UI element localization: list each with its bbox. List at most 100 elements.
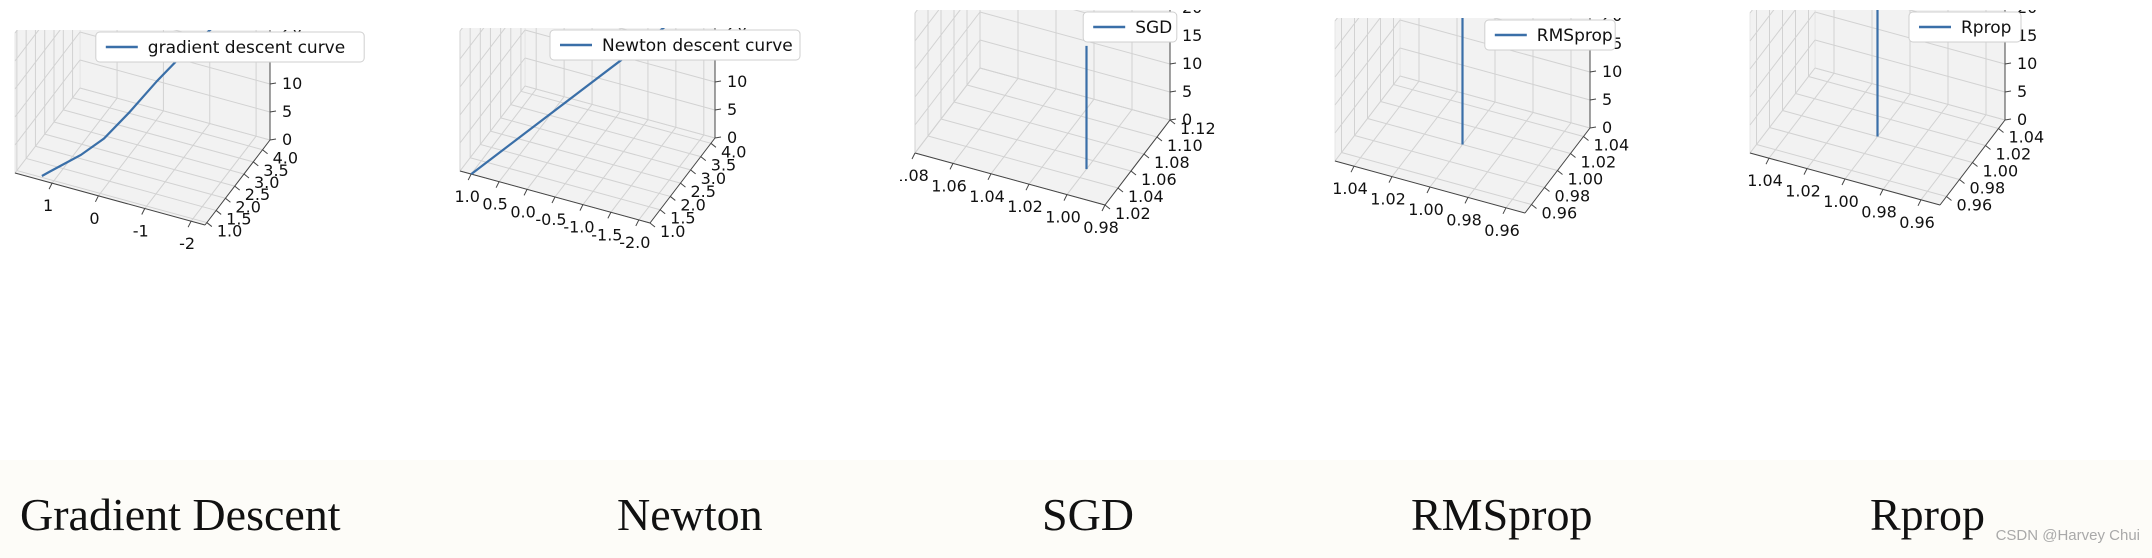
x-tick-label: -0.5 <box>535 210 566 229</box>
x-tick-label: 0.0 <box>510 202 535 221</box>
y-tick-label: 3.0 <box>701 169 726 188</box>
z-tick-label: 0 <box>1602 118 1612 137</box>
chart-4: 05101520250.960.981.001.021.040.960.981.… <box>1747 10 2045 232</box>
y-axis-line <box>1104 119 1171 206</box>
plots-row: 0510152025-2-1011.01.52.02.53.03.54.0gra… <box>14 10 2045 253</box>
y-tick-label: 1.06 <box>1141 170 1177 189</box>
caption-rmsprop: RMSprop <box>1411 489 1593 540</box>
x-tick-label: 1.02 <box>1007 197 1043 216</box>
caption-newton: Newton <box>617 489 763 540</box>
z-tick-label: 20 <box>2017 10 2037 17</box>
x-tick-label: -2 <box>179 234 195 253</box>
x-tick-label: 1.04 <box>1332 179 1368 198</box>
legend-label: Rprop <box>1961 18 2011 38</box>
y-tick-label: 0.98 <box>1970 179 2006 198</box>
z-tick-label: 5 <box>1602 90 1612 109</box>
x-tick-label: 0.98 <box>1446 210 1482 229</box>
x-tick-label: 1.02 <box>1785 182 1821 201</box>
z-tick-label: 0 <box>727 128 737 147</box>
y-tick-label: 2.5 <box>690 182 715 201</box>
y-tick-label: 1.12 <box>1180 119 1216 138</box>
x-tick-label: 0.98 <box>1861 202 1897 221</box>
y-tick-label: 1.02 <box>1996 145 2032 164</box>
y-tick-label: 2.0 <box>680 195 705 214</box>
x-tick-label: 1.00 <box>1823 192 1859 211</box>
z-tick-label: 5 <box>2017 82 2027 101</box>
y-tick-label: 1.00 <box>1983 162 2019 181</box>
x-tick-label: 1.04 <box>969 187 1005 206</box>
x-tick-label: 0.96 <box>1899 213 1935 232</box>
y-tick-label: 4.0 <box>273 149 298 168</box>
x-tick-label: 1 <box>43 196 53 215</box>
z-tick-label: 10 <box>282 74 302 93</box>
z-tick-label: 5 <box>282 102 292 121</box>
y-tick-label: 3.0 <box>254 173 279 192</box>
caption-sgd: SGD <box>1042 489 1135 540</box>
z-tick-label: 10 <box>1602 62 1622 81</box>
z-tick-label: 0 <box>2017 110 2027 129</box>
legend: SGD <box>1082 11 1178 43</box>
caption-band: Gradient Descent Newton SGD RMSprop Rpro… <box>0 460 2152 558</box>
x-axis-line <box>14 172 206 226</box>
y-axis-line <box>204 139 271 226</box>
x-tick-label: 1.06 <box>931 176 967 195</box>
x-tick-label: 1.04 <box>1747 171 1783 190</box>
y-tick-label: 0.96 <box>1957 196 1993 215</box>
series-line-0 <box>470 28 666 175</box>
z-tick-label: 10 <box>727 72 747 91</box>
x-tick-label: 1.08 <box>900 166 929 185</box>
y-tick-label: 1.0 <box>217 222 242 241</box>
z-tick-label: 10 <box>2017 54 2037 73</box>
legend-label: gradient descent curve <box>148 38 345 58</box>
z-tick-label: 15 <box>1182 26 1202 45</box>
z-tick-label: 5 <box>1182 82 1192 101</box>
y-tick-label: 3.5 <box>711 156 736 175</box>
z-tick-label: 0 <box>282 130 292 149</box>
y-tick-label: 0.96 <box>1542 204 1578 223</box>
chart-2: 05101520250.981.001.021.041.061.081.021.… <box>900 10 1216 237</box>
watermark: CSDN @Harvey Chui <box>1995 527 2140 544</box>
legend: RMSprop <box>1484 19 1616 51</box>
x-tick-label: 0.98 <box>1083 218 1119 237</box>
chart-3: 05101520250.960.981.001.021.040.960.981.… <box>1332 18 1629 240</box>
legend-label: SGD <box>1135 18 1172 38</box>
z-tick-label: 0 <box>1182 110 1192 129</box>
z-tick-label: 5 <box>727 100 737 119</box>
caption-rprop: Rprop <box>1870 489 1985 540</box>
y-tick-label: 4.0 <box>721 142 746 161</box>
y-tick-label: 1.0 <box>660 222 685 241</box>
y-tick-label: 1.02 <box>1115 204 1151 223</box>
y-tick-label: 3.5 <box>263 161 288 180</box>
y-tick-label: 1.08 <box>1154 153 1190 172</box>
x-tick-label: -1.0 <box>563 218 594 237</box>
caption-gradient-descent: Gradient Descent <box>20 489 341 540</box>
y-tick-label: 1.04 <box>2009 128 2045 147</box>
legend: Rprop <box>1908 11 2022 43</box>
y-tick-label: 1.04 <box>1128 187 1164 206</box>
x-axis-line <box>914 152 1106 206</box>
legend-label: RMSprop <box>1537 26 1613 46</box>
x-tick-label: 0.96 <box>1484 221 1520 240</box>
x-tick-label: 1.00 <box>1408 200 1444 219</box>
z-tick-label: 15 <box>2017 26 2037 45</box>
legend-label: Newton descent curve <box>602 36 793 56</box>
x-tick-label: 0 <box>89 209 99 228</box>
legend: gradient descent curve <box>95 31 365 63</box>
y-tick-label: 1.5 <box>226 209 251 228</box>
chart-0: 0510152025-2-1011.01.52.02.53.03.54.0gra… <box>14 30 365 253</box>
x-tick-label: -1.5 <box>591 225 622 244</box>
y-tick-label: 1.02 <box>1581 153 1617 172</box>
y-tick-label: 1.5 <box>670 209 695 228</box>
z-tick-label: 20 <box>1182 10 1202 17</box>
x-tick-label: 1.02 <box>1370 190 1406 209</box>
chart-1: 0510152025-2.0-1.5-1.0-0.50.00.51.01.01.… <box>454 28 801 252</box>
y-tick-label: 1.00 <box>1568 170 1604 189</box>
y-tick-label: 1.10 <box>1167 136 1203 155</box>
x-tick-label: 0.5 <box>482 195 507 214</box>
y-tick-label: 0.98 <box>1555 187 1591 206</box>
y-tick-label: 2.0 <box>235 197 260 216</box>
y-axis-line <box>649 137 716 224</box>
z-tick-label: 10 <box>1182 54 1202 73</box>
x-tick-label: -2.0 <box>619 233 650 252</box>
legend: Newton descent curve <box>549 29 801 61</box>
